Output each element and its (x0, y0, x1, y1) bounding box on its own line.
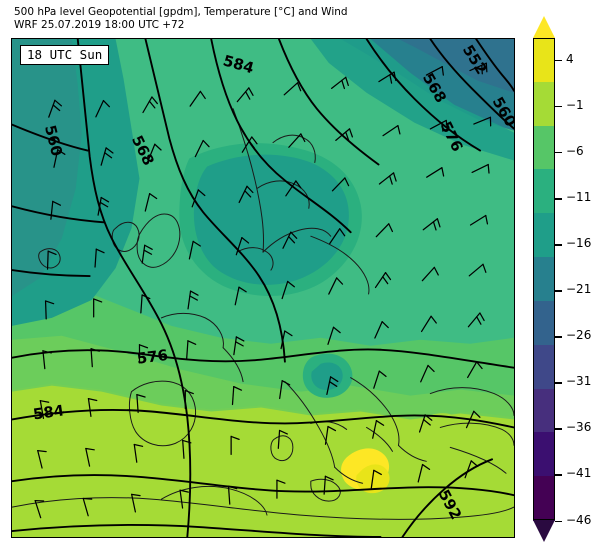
colorbar-band-10 (533, 476, 555, 521)
tick-mark (555, 520, 562, 522)
weather-map[interactable]: 560 568 584 552 568 560 576 576 584 592 (11, 38, 515, 538)
colorbar-tick--11: −11 (555, 190, 603, 204)
colorbar-tick-4: 4 (555, 52, 603, 66)
colorbar-band-3 (533, 169, 555, 214)
colorbar-band-2 (533, 125, 555, 171)
colorbar-tick--16: −16 (555, 236, 603, 250)
colorbar-tick--41: −41 (555, 466, 603, 480)
colorbar-tick--1: −1 (555, 98, 603, 112)
colorbar-tick--31: −31 (555, 374, 603, 388)
colorbar-band-4 (533, 213, 555, 258)
tick-mark (555, 198, 562, 200)
valid-time-badge: 18 UTC Sun (20, 45, 110, 65)
tick-label: −26 (566, 328, 592, 343)
map-canvas: 560 568 584 552 568 560 576 576 584 592 (12, 39, 514, 537)
temp-band-minus6b (12, 282, 514, 396)
colorbar-band-7 (533, 344, 555, 390)
colorbar-under-arrow (533, 520, 555, 542)
colorbar-tick--6: −6 (555, 144, 603, 158)
temp-band-baltic-inner (193, 154, 349, 285)
colorbar-band-5 (533, 257, 555, 302)
tick-mark (555, 428, 562, 430)
temp-band-minus18-nw (12, 39, 82, 296)
tick-label: −31 (566, 374, 592, 389)
colorbar-band-9 (533, 432, 555, 477)
tick-mark (555, 60, 562, 62)
colorbar-tick--26: −26 (555, 328, 603, 342)
tick-mark (555, 244, 562, 246)
temp-band-ne-transition (310, 39, 514, 161)
tick-mark (555, 106, 562, 108)
colorbar-tick--46: −46 (555, 513, 603, 527)
chart-subtitle: WRF 25.07.2019 18:00 UTC +72 (14, 19, 185, 31)
tick-label: −11 (566, 190, 592, 205)
tick-label: −21 (566, 282, 592, 297)
tick-mark (555, 474, 562, 476)
page-title: 500 hPa level Geopotential [gpdm], Tempe… (14, 6, 348, 18)
tick-mark (555, 152, 562, 154)
colorbar-tick--36: −36 (555, 420, 603, 434)
chart-title-block: 500 hPa level Geopotential [gpdm], Tempe… (14, 6, 534, 32)
tick-label: −46 (566, 512, 592, 527)
contour-label-576-w: 576 (136, 346, 169, 368)
contour-label-584-sw: 584 (32, 401, 65, 423)
tick-mark (555, 336, 562, 338)
tick-label: 4 (566, 52, 574, 66)
colorbar-band-6 (533, 300, 555, 346)
temperature-colorbar[interactable] (533, 16, 555, 542)
tick-mark (555, 382, 562, 384)
tick-label: −41 (566, 466, 592, 481)
temp-pocket-aegean (421, 413, 465, 452)
colorbar-band-0 (533, 38, 555, 83)
colorbar-over-arrow (533, 16, 555, 38)
tick-label: −6 (566, 144, 584, 159)
tick-label: −36 (566, 420, 592, 435)
colorbar-band-1 (533, 81, 555, 127)
tick-label: −16 (566, 236, 592, 251)
tick-label: −1 (566, 98, 584, 113)
temp-pocket-adriatic-inner (311, 362, 343, 390)
tick-mark (555, 290, 562, 292)
wind-barbs (34, 62, 492, 519)
colorbar-band-8 (533, 388, 555, 433)
colorbar-tick--21: −21 (555, 282, 603, 296)
